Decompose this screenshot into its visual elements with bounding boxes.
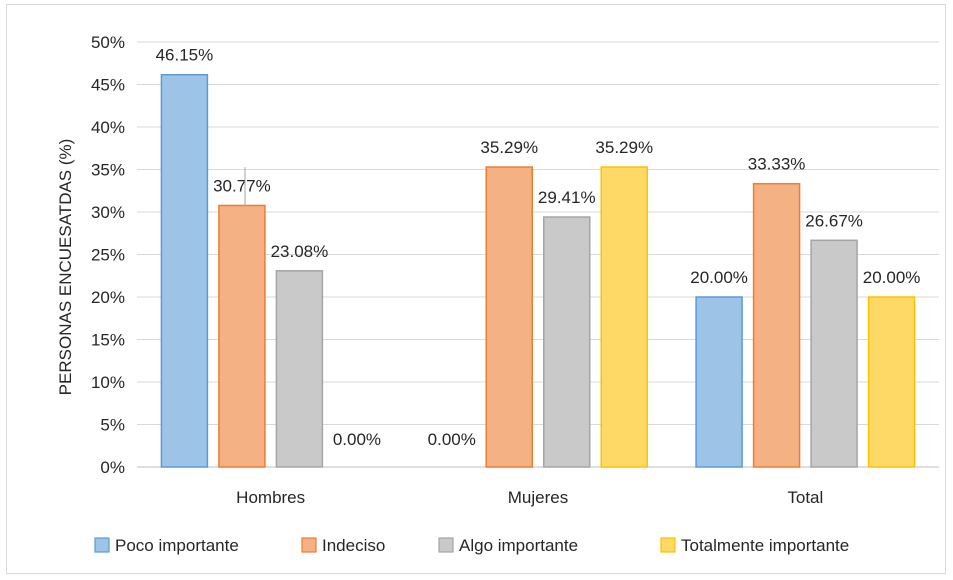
- legend-swatch: [438, 537, 454, 553]
- bar: [160, 73, 209, 468]
- bar: [275, 270, 324, 468]
- y-tick-label: 35%: [91, 161, 125, 180]
- y-tick-label: 25%: [91, 246, 125, 265]
- data-label: 35.29%: [595, 138, 653, 157]
- legend-swatch: [660, 537, 676, 553]
- data-label: 0.00%: [428, 430, 476, 449]
- data-label: 46.15%: [156, 46, 214, 65]
- y-tick-label: 5%: [100, 416, 125, 435]
- gridlines: [137, 41, 939, 468]
- bar: [695, 296, 743, 468]
- data-labels: 46.15% 30.77% 23.08% 0.00% 0.00% 35.29% 29.41%…: [156, 46, 921, 449]
- legend-label: Indeciso: [322, 536, 385, 555]
- legend-label: Poco importante: [115, 536, 239, 555]
- legend: Poco importante Indeciso Algo importante To…: [94, 536, 849, 555]
- legend-label: Totalmente importante: [681, 536, 849, 555]
- legend-swatch: [94, 537, 110, 553]
- x-axis-ticks: Hombres Mujeres Total: [236, 488, 823, 507]
- y-axis-ticks: 0% 5% 10% 15% 20% 25% 30% 35% 40% 45% 50%: [91, 33, 125, 477]
- bar: [485, 166, 533, 468]
- y-tick-label: 0%: [100, 458, 125, 477]
- data-label: 20.00%: [863, 268, 921, 287]
- y-tick-label: 10%: [91, 373, 125, 392]
- data-label: 30.77%: [213, 176, 271, 195]
- bar: [543, 216, 591, 468]
- y-tick-label: 50%: [91, 33, 125, 52]
- y-tick-label: 20%: [91, 288, 125, 307]
- data-label: 33.33%: [748, 155, 806, 174]
- y-axis-label: PERSONAS ENCUESATDAS (%): [56, 139, 75, 396]
- x-tick-label: Mujeres: [508, 488, 568, 507]
- data-label: 26.67%: [805, 211, 863, 230]
- y-tick-label: 30%: [91, 203, 125, 222]
- x-tick-label: Total: [787, 488, 823, 507]
- data-label: 20.00%: [690, 268, 748, 287]
- data-label: 29.41%: [538, 188, 596, 207]
- chart-frame: 0% 5% 10% 15% 20% 25% 30% 35% 40% 45% 50% PERSONAS…: [6, 4, 946, 574]
- y-tick-label: 15%: [91, 331, 125, 350]
- y-tick-label: 40%: [91, 118, 125, 137]
- data-label: 0.00%: [333, 430, 381, 449]
- data-label: 23.08%: [271, 242, 329, 261]
- legend-swatch: [301, 537, 317, 553]
- bar: [600, 166, 648, 468]
- legend-label: Algo importante: [459, 536, 578, 555]
- y-tick-label: 45%: [91, 76, 125, 95]
- x-tick-label: Hombres: [236, 488, 305, 507]
- data-label: 35.29%: [480, 138, 538, 157]
- bar-chart: 0% 5% 10% 15% 20% 25% 30% 35% 40% 45% 50% PERSONAS…: [56, 33, 939, 555]
- bar: [810, 239, 858, 468]
- bar: [218, 204, 266, 468]
- bar: [867, 296, 916, 468]
- bars: [160, 73, 916, 468]
- bar: [752, 182, 801, 468]
